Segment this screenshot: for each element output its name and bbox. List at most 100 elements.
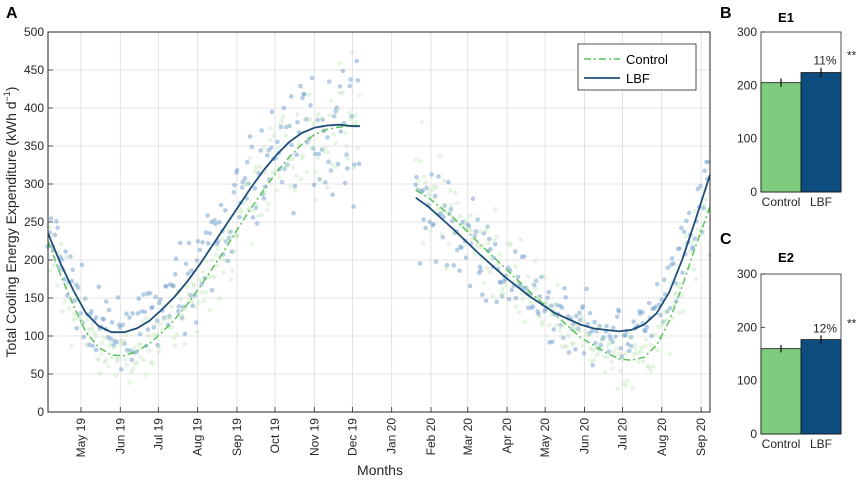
scatter-point — [517, 310, 522, 315]
scatter-point — [581, 318, 587, 324]
scatter-point — [468, 228, 474, 233]
scatter-point — [460, 223, 466, 229]
scatter-point — [234, 233, 239, 239]
scatter-point — [190, 281, 196, 287]
scatter-point — [643, 337, 649, 342]
scatter-point — [439, 231, 445, 237]
scatter-point — [420, 240, 426, 246]
scatter-point — [173, 272, 178, 277]
scatter-point — [617, 351, 622, 356]
scatter-point — [197, 247, 203, 253]
scatter-point — [575, 326, 581, 332]
fit-lines — [47, 123, 711, 362]
scatter-point — [701, 202, 707, 208]
scatter-point — [340, 68, 346, 74]
scatter-point — [352, 113, 358, 118]
scatter-point — [625, 341, 631, 347]
scatter-point — [431, 221, 436, 227]
scatter-point — [644, 324, 650, 330]
scatter-point — [169, 304, 175, 309]
y-tick-label: 450 — [24, 63, 44, 77]
scatter-point — [289, 142, 294, 148]
category-label: LBF — [810, 437, 832, 451]
scatter-point — [253, 205, 259, 210]
scatter-point — [214, 263, 220, 269]
scatter-point — [597, 323, 602, 329]
y-tick-label: 300 — [24, 177, 44, 191]
scatter-point — [337, 84, 343, 89]
scatter-point — [158, 321, 164, 326]
scatter-point — [138, 354, 143, 360]
scatter-point — [171, 283, 176, 289]
scatter-point — [122, 357, 128, 363]
scatter-point — [470, 196, 476, 202]
scatter-point — [56, 265, 62, 270]
scatter-point — [317, 176, 322, 182]
scatter-point — [186, 240, 192, 246]
scatter-point — [128, 348, 133, 353]
scatter-point — [85, 317, 90, 322]
scatter-point — [499, 293, 505, 299]
scatter-point — [80, 320, 85, 326]
scatter-point — [81, 334, 87, 340]
scatter-point — [633, 346, 638, 351]
scatter-point — [602, 369, 608, 375]
scatter-point — [565, 333, 571, 338]
scatter-point — [203, 230, 209, 235]
scatter-point — [674, 290, 679, 296]
scatter-point — [435, 206, 441, 212]
scatter-point — [129, 369, 134, 374]
scatter-point — [144, 316, 149, 321]
scatter-point — [437, 153, 443, 158]
scatter-point — [62, 276, 67, 282]
scatter-point — [199, 290, 205, 295]
scatter-point — [475, 242, 480, 247]
scatter-point — [421, 217, 426, 222]
scatter-point — [532, 258, 538, 264]
scatter-point — [130, 310, 135, 316]
scatter-point — [162, 317, 168, 323]
scatter-point — [601, 354, 606, 359]
scatter-point — [288, 94, 294, 99]
y-tick-label: 200 — [737, 78, 757, 92]
scatter-point — [438, 211, 444, 217]
x-tick-label: Sep 20 — [694, 418, 708, 456]
scatter-point — [500, 291, 506, 296]
scatter-point — [103, 357, 109, 363]
scatter-point — [195, 238, 201, 244]
legend-control-label: Control — [626, 52, 668, 67]
scatter-point — [120, 322, 126, 328]
scatter-point — [483, 298, 489, 304]
scatter-point — [255, 213, 261, 219]
scatter-point — [218, 202, 224, 208]
scatter-point — [335, 106, 341, 112]
scatter-point — [477, 264, 483, 270]
scatter-point — [209, 288, 215, 293]
scatter-point — [196, 300, 202, 306]
scatter-point — [513, 249, 518, 254]
scatter-point — [559, 305, 565, 310]
scatter-point — [249, 144, 255, 150]
scatter-point — [344, 143, 349, 149]
scatter-point — [136, 296, 142, 301]
scatter-point — [216, 220, 222, 225]
scatter-point — [321, 149, 327, 155]
category-label: Control — [762, 195, 801, 209]
scatter-point — [215, 246, 221, 252]
y-tick-label: 300 — [737, 25, 757, 39]
scatter-point — [343, 130, 348, 135]
scatter-point — [315, 112, 321, 117]
scatter-point — [640, 309, 645, 315]
scatter-point — [481, 280, 487, 286]
scatter-point — [553, 301, 558, 306]
y-tick-label: 250 — [24, 215, 44, 229]
scatter-point — [74, 315, 79, 321]
scatter-point — [176, 304, 182, 309]
scatter-point — [345, 166, 350, 171]
scatter-point — [513, 264, 518, 269]
scatter-point — [186, 291, 191, 297]
scatter-point — [111, 342, 116, 348]
scatter-point — [267, 137, 273, 143]
panel-label-a: A — [6, 5, 18, 22]
scatter-point — [106, 307, 112, 313]
